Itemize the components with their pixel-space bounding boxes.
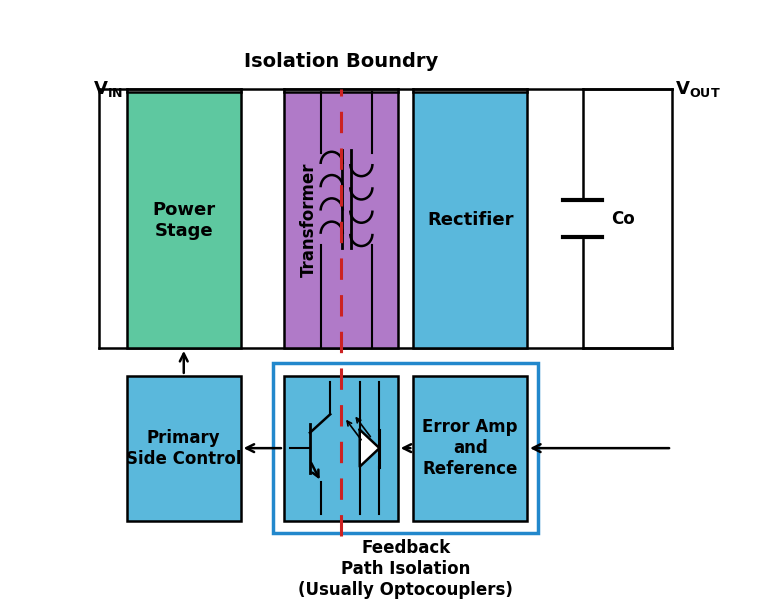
Text: Feedback
Path Isolation
(Usually Optocouplers): Feedback Path Isolation (Usually Optocou… (298, 539, 513, 599)
Text: Error Amp
and
Reference: Error Amp and Reference (423, 418, 518, 478)
Text: Primary
Side Control: Primary Side Control (126, 429, 241, 468)
Bar (413, 92, 527, 348)
Text: Isolation Boundry: Isolation Boundry (244, 52, 438, 71)
Bar (274, 363, 538, 533)
Text: $\mathbf{V_{OUT}}$: $\mathbf{V_{OUT}}$ (675, 79, 721, 99)
Bar (284, 376, 398, 521)
Text: $\mathbf{V_{IN}}$: $\mathbf{V_{IN}}$ (93, 79, 123, 99)
Polygon shape (360, 430, 379, 467)
Text: Power
Stage: Power Stage (152, 201, 215, 240)
Text: Transformer: Transformer (300, 163, 318, 277)
Bar (126, 376, 241, 521)
Text: Rectifier: Rectifier (427, 211, 513, 229)
Text: Co: Co (611, 209, 635, 228)
Bar (284, 92, 398, 348)
Bar (126, 92, 241, 348)
Bar (413, 376, 527, 521)
